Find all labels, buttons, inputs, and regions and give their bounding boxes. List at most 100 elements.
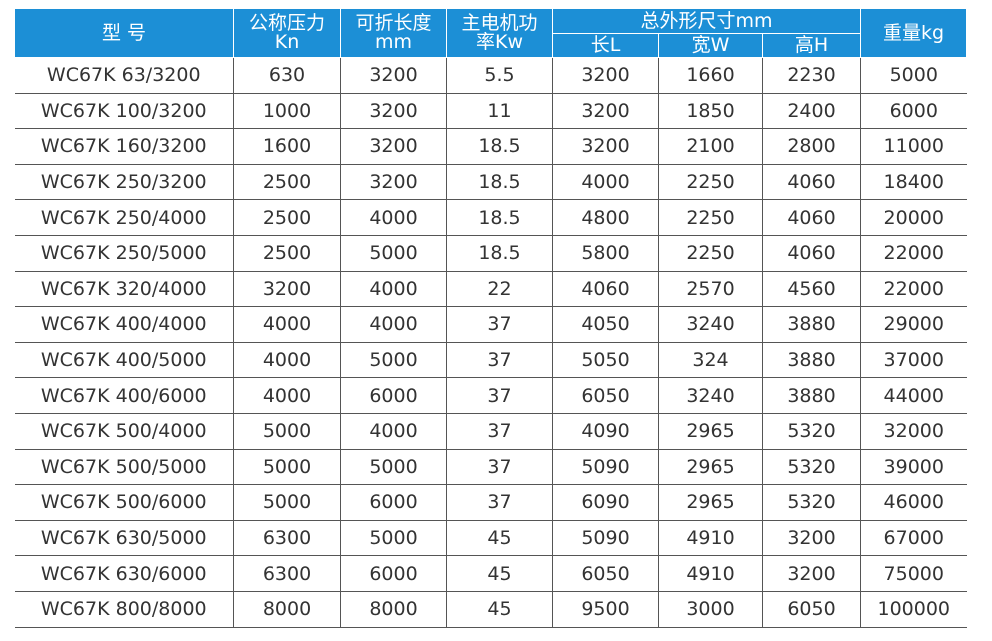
table-cell: 1660 (658, 57, 763, 94)
table-cell: WC67K 630/5000 (14, 520, 234, 557)
table-cell: 2250 (658, 235, 763, 272)
table-cell: 45 (446, 591, 553, 628)
table-cell: 46000 (860, 484, 967, 521)
table-cell: 5050 (552, 342, 659, 379)
table-cell: 37 (446, 449, 553, 486)
table-cell: 3200 (340, 164, 447, 201)
table-cell: 44000 (860, 377, 967, 414)
header-line: Kn (274, 31, 300, 53)
table-cell: 4910 (658, 555, 763, 592)
table-cell: 4560 (762, 271, 861, 308)
table-cell: 2500 (233, 199, 341, 236)
header-cell: 可折长度 mm (340, 8, 447, 58)
table-row: WC67K 320/4000 3200 4000 22 4060 2570 4560 2200… (14, 271, 967, 308)
table-cell: 37 (446, 413, 553, 450)
table-cell: 4000 (340, 306, 447, 343)
table-cell: 39000 (860, 449, 967, 486)
table-cell: 2500 (233, 164, 341, 201)
header-cell: 宽W (658, 33, 763, 58)
table-cell: 3880 (762, 342, 861, 379)
table-cell: 5000 (340, 520, 447, 557)
table-row: WC67K 400/5000 4000 5000 37 5050 324 3880 37000 (14, 342, 967, 379)
table-cell: 18400 (860, 164, 967, 201)
header-line: 可折长度 (355, 12, 432, 34)
table-cell: 6000 (340, 555, 447, 592)
table-cell: 37 (446, 377, 553, 414)
table-cell: 4050 (552, 306, 659, 343)
table-cell: WC67K 320/4000 (14, 271, 234, 308)
table-cell: 75000 (860, 555, 967, 592)
table-cell: 4090 (552, 413, 659, 450)
table-cell: 3200 (233, 271, 341, 308)
table-cell: 5090 (552, 449, 659, 486)
table-cell: 5000 (233, 449, 341, 486)
table-cell: 5090 (552, 520, 659, 557)
table-cell: 6050 (552, 377, 659, 414)
table-cell: WC67K 63/3200 (14, 57, 234, 94)
table-cell: WC67K 250/5000 (14, 235, 234, 272)
table-cell: 5320 (762, 449, 861, 486)
table-cell: 1850 (658, 93, 763, 130)
table-cell: 3200 (340, 93, 447, 130)
header-line: 主电机功 (461, 12, 538, 34)
table-cell: 3000 (658, 591, 763, 628)
table-cell: 4060 (552, 271, 659, 308)
table-cell: WC67K 250/3200 (14, 164, 234, 201)
table-cell: 18.5 (446, 235, 553, 272)
table-row: WC67K 400/4000 4000 4000 37 4050 3240 3880 2900… (14, 306, 967, 343)
table-cell: 4060 (762, 199, 861, 236)
table-cell: 630 (233, 57, 341, 94)
table-cell: 2800 (762, 128, 861, 165)
table-cell: 5000 (233, 413, 341, 450)
table-row: WC67K 250/4000 2500 4000 18.5 4800 2250 4060 20… (14, 199, 967, 236)
table-cell: 1600 (233, 128, 341, 165)
table-cell: 3200 (762, 520, 861, 557)
table-cell: 3240 (658, 377, 763, 414)
header-line: mm (374, 31, 413, 53)
table-row: WC67K 160/3200 1600 3200 18.5 3200 2100 2800 11… (14, 128, 967, 165)
table-cell: 11000 (860, 128, 967, 165)
table-cell: 6000 (340, 484, 447, 521)
table-cell: 22000 (860, 235, 967, 272)
table-cell: 6000 (340, 377, 447, 414)
table-cell: 22000 (860, 271, 967, 308)
table-row: WC67K 630/6000 6300 6000 45 6050 4910 3200 7500… (14, 555, 967, 592)
table-cell: 6300 (233, 520, 341, 557)
table-row: WC67K 500/6000 5000 6000 37 6090 2965 5320 4600… (14, 484, 967, 521)
table-row: WC67K 800/8000 8000 8000 45 9500 3000 6050 1000… (14, 591, 967, 628)
table-cell: 5320 (762, 484, 861, 521)
table-cell: 37 (446, 306, 553, 343)
table-cell: 6300 (233, 555, 341, 592)
table-cell: 18.5 (446, 199, 553, 236)
header-cell: 主电机功 率Kw (446, 8, 553, 58)
header-cell: 总外形尺寸mm (552, 8, 861, 34)
table-cell: 3200 (340, 128, 447, 165)
table-cell: 8000 (340, 591, 447, 628)
table-cell: WC67K 160/3200 (14, 128, 234, 165)
table-header: 型 号 公称压力 Kn 可折长度 mm 主电机功 率Kw 总外形尺寸mm 重量kg 长… (14, 8, 967, 58)
table-cell: 4800 (552, 199, 659, 236)
table-cell: WC67K 400/6000 (14, 377, 234, 414)
table-cell: 3200 (762, 555, 861, 592)
table-cell: 3200 (340, 57, 447, 94)
table-cell: 5000 (233, 484, 341, 521)
table-cell: 2965 (658, 413, 763, 450)
table-cell: 2100 (658, 128, 763, 165)
table-cell: 6050 (552, 555, 659, 592)
table-cell: 4060 (762, 164, 861, 201)
table-cell: 4000 (233, 306, 341, 343)
table-cell: WC67K 100/3200 (14, 93, 234, 130)
table-cell: 2250 (658, 164, 763, 201)
table-cell: 2500 (233, 235, 341, 272)
table-cell: 29000 (860, 306, 967, 343)
table-cell: 4000 (233, 377, 341, 414)
table-cell: 1000 (233, 93, 341, 130)
table-cell: 3880 (762, 377, 861, 414)
table-cell: 3880 (762, 306, 861, 343)
table-cell: 37000 (860, 342, 967, 379)
table-cell: 8000 (233, 591, 341, 628)
table-cell: 4000 (340, 199, 447, 236)
table-row: WC67K 250/5000 2500 5000 18.5 5800 2250 4060 22… (14, 235, 967, 272)
table-cell: 6090 (552, 484, 659, 521)
